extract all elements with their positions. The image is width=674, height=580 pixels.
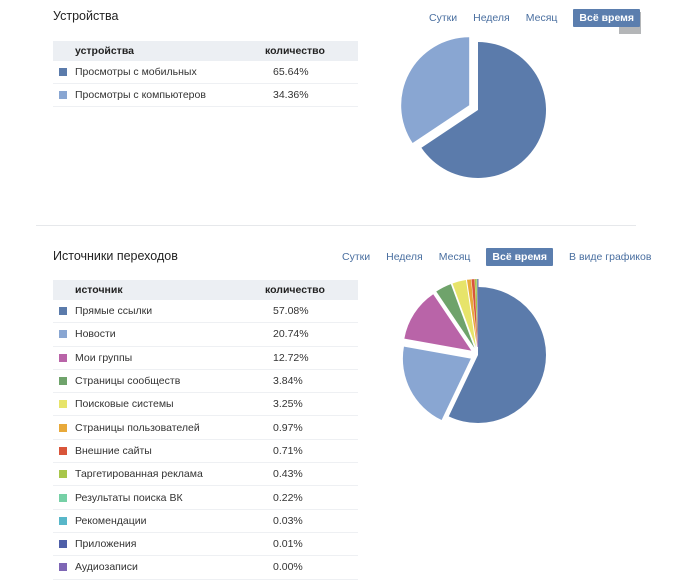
row-label: Страницы сообществ bbox=[75, 375, 273, 387]
row-label: Прямые ссылки bbox=[75, 305, 273, 317]
sources-tab-0[interactable]: Сутки bbox=[342, 251, 370, 263]
row-label: Страницы пользователей bbox=[75, 422, 273, 434]
sources-tab-1[interactable]: Неделя bbox=[386, 251, 423, 263]
row-value: 57.08% bbox=[273, 305, 333, 317]
row-label: Новости bbox=[75, 328, 273, 340]
devices-title: Устройства bbox=[53, 9, 118, 23]
row-value: 0.22% bbox=[273, 492, 333, 504]
legend-swatch bbox=[59, 377, 67, 385]
sources-title: Источники переходов bbox=[53, 249, 178, 263]
devices-pie-chart bbox=[400, 30, 580, 210]
row-label: Таргетированная реклама bbox=[75, 468, 273, 480]
row-value: 0.71% bbox=[273, 445, 333, 457]
devices-tab-1[interactable]: Неделя bbox=[473, 12, 510, 24]
legend-swatch bbox=[59, 563, 67, 571]
legend-swatch bbox=[59, 330, 67, 338]
legend-swatch bbox=[59, 424, 67, 432]
devices-tab-2[interactable]: Месяц bbox=[526, 12, 558, 24]
devices-table: устройства количество Просмотры с мобиль… bbox=[53, 41, 358, 107]
row-value: 65.64% bbox=[273, 66, 333, 78]
legend-swatch bbox=[59, 447, 67, 455]
sources-tab-4[interactable]: В виде графиков bbox=[569, 251, 651, 263]
legend-swatch bbox=[59, 307, 67, 315]
row-value: 0.43% bbox=[273, 468, 333, 480]
legend-swatch bbox=[59, 68, 67, 76]
row-value: 3.84% bbox=[273, 375, 333, 387]
sources-period-tabs: Сутки Неделя Месяц Всё время В виде графиков bbox=[342, 248, 651, 266]
section-divider bbox=[36, 225, 636, 226]
sources-tab-2[interactable]: Месяц bbox=[439, 251, 471, 263]
row-value: 12.72% bbox=[273, 352, 333, 364]
legend-swatch bbox=[59, 470, 67, 478]
devices-table-header: устройства количество bbox=[53, 41, 358, 61]
row-value: 20.74% bbox=[273, 328, 333, 340]
legend-swatch bbox=[59, 91, 67, 99]
legend-swatch bbox=[59, 540, 67, 548]
row-label: Аудиозаписи bbox=[75, 561, 273, 573]
row-label: Просмотры с мобильных bbox=[75, 66, 273, 78]
row-value: 0.97% bbox=[273, 422, 333, 434]
sources-tab-3[interactable]: Всё время bbox=[486, 248, 553, 266]
devices-tab-0[interactable]: Сутки bbox=[429, 12, 457, 24]
devices-header-name: устройства bbox=[53, 45, 265, 57]
sources-pie-chart bbox=[400, 275, 580, 455]
row-value: 0.01% bbox=[273, 538, 333, 550]
row-label: Рекомендации bbox=[75, 515, 273, 527]
devices-header-value: количество bbox=[265, 45, 325, 57]
row-value: 0.00% bbox=[273, 561, 333, 573]
legend-swatch bbox=[59, 354, 67, 362]
devices-period-tabs: Сутки Неделя Месяц Всё время bbox=[429, 9, 640, 27]
row-value: 3.25% bbox=[273, 398, 333, 410]
legend-swatch bbox=[59, 517, 67, 525]
sources-table-header: источник количество bbox=[53, 280, 358, 300]
row-label: Приложения bbox=[75, 538, 273, 550]
row-label: Поисковые системы bbox=[75, 398, 273, 410]
row-label: Результаты поиска ВК bbox=[75, 492, 273, 504]
sources-header-value: количество bbox=[265, 284, 325, 296]
legend-swatch bbox=[59, 400, 67, 408]
row-label: Мои группы bbox=[75, 352, 273, 364]
row-label: Просмотры с компьютеров bbox=[75, 89, 273, 101]
row-label: Внешние сайты bbox=[75, 445, 273, 457]
legend-swatch bbox=[59, 494, 67, 502]
row-value: 34.36% bbox=[273, 89, 333, 101]
sources-header-name: источник bbox=[53, 284, 265, 296]
devices-tab-3[interactable]: Всё время bbox=[573, 9, 640, 27]
row-value: 0.03% bbox=[273, 515, 333, 527]
